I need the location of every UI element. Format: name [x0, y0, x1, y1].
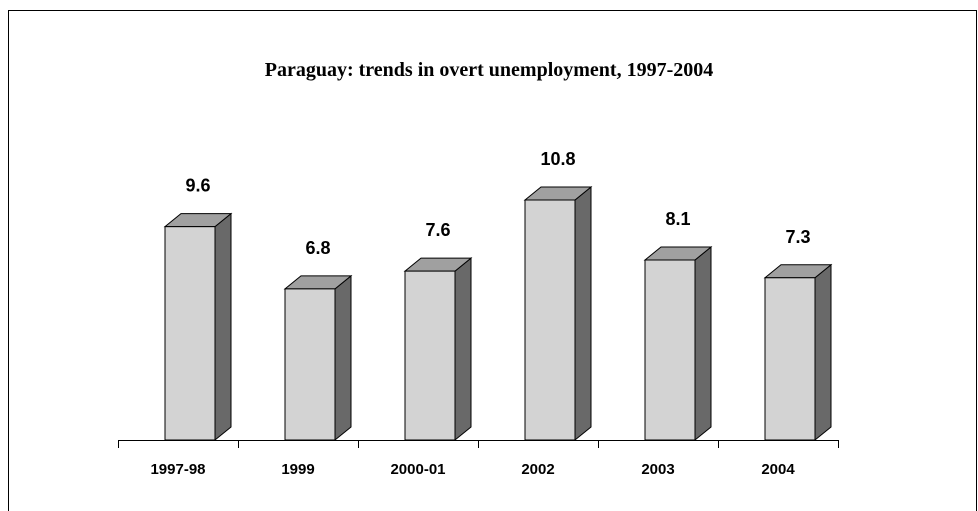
bar-side [694, 245, 712, 442]
x-tick-label: 2000-01 [390, 461, 445, 478]
data-label: 10.8 [540, 149, 575, 169]
bar [164, 226, 216, 441]
data-label: 9.6 [185, 176, 210, 196]
bar [524, 199, 576, 441]
bar [764, 277, 816, 441]
data-label: 8.1 [665, 209, 690, 229]
x-tick-label: 1999 [281, 461, 314, 478]
data-label: 7.3 [785, 227, 810, 247]
bar-side [574, 185, 592, 442]
bar-side [334, 274, 352, 442]
x-tick-label: 2004 [761, 461, 795, 478]
bar-side [214, 212, 232, 442]
data-label: 6.8 [305, 238, 330, 258]
x-tick-label: 2002 [521, 461, 554, 478]
x-tick-label: 1997-98 [150, 461, 205, 478]
chart-frame [8, 10, 977, 511]
bar [404, 270, 456, 441]
x-tick-label: 2003 [641, 461, 674, 478]
bar-side [814, 263, 832, 442]
bar [644, 259, 696, 441]
bar-side [454, 257, 472, 442]
chart-title: Paraguay: trends in overt unemployment, … [265, 59, 714, 81]
bar [284, 288, 336, 441]
data-label: 7.6 [425, 220, 450, 240]
